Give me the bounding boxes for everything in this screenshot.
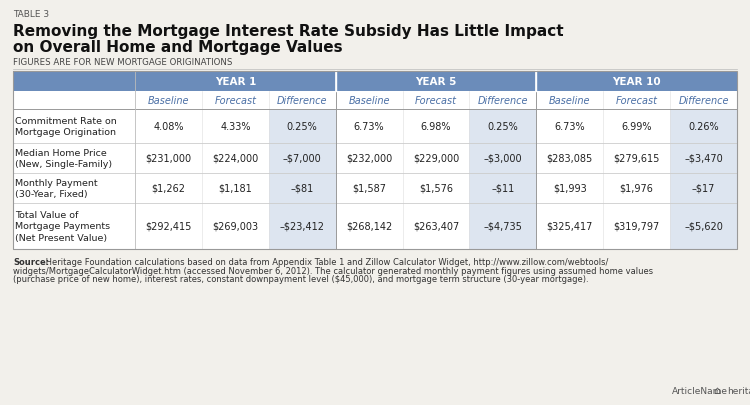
Text: –$3,000: –$3,000 <box>484 153 522 164</box>
Bar <box>670 144 737 174</box>
Text: $279,615: $279,615 <box>614 153 660 164</box>
Bar <box>13 72 737 249</box>
Text: –$7,000: –$7,000 <box>283 153 322 164</box>
Text: Median Home Price
(New, Single-Family): Median Home Price (New, Single-Family) <box>15 148 112 169</box>
Text: FIGURES ARE FOR NEW MORTGAGE ORIGINATIONS: FIGURES ARE FOR NEW MORTGAGE ORIGINATION… <box>13 58 232 67</box>
Text: heritage.org: heritage.org <box>727 386 750 395</box>
Text: –$81: –$81 <box>290 183 314 194</box>
Text: Forecast: Forecast <box>616 96 658 106</box>
Text: YEAR 10: YEAR 10 <box>612 77 661 87</box>
Text: $224,000: $224,000 <box>212 153 259 164</box>
Text: $325,417: $325,417 <box>547 222 593 231</box>
Text: $268,142: $268,142 <box>346 222 392 231</box>
Text: $229,000: $229,000 <box>413 153 459 164</box>
Bar <box>13 72 737 92</box>
Text: Commitment Rate on
Mortgage Origination: Commitment Rate on Mortgage Origination <box>15 116 117 137</box>
Text: Difference: Difference <box>678 96 729 106</box>
Text: $1,262: $1,262 <box>152 183 185 194</box>
Text: 4.08%: 4.08% <box>153 122 184 132</box>
Bar <box>470 203 536 249</box>
Bar <box>268 144 336 174</box>
Bar <box>670 174 737 203</box>
Text: (purchase price of new home), interest rates, constant downpayment level ($45,00: (purchase price of new home), interest r… <box>13 274 589 283</box>
Bar <box>13 72 737 249</box>
Text: Heritage Foundation calculations based on data from Appendix Table 1 and Zillow : Heritage Foundation calculations based o… <box>43 257 608 266</box>
Bar <box>13 92 737 110</box>
Text: YEAR 5: YEAR 5 <box>416 77 457 87</box>
Text: 0.26%: 0.26% <box>688 122 718 132</box>
Text: $1,576: $1,576 <box>419 183 453 194</box>
Text: $263,407: $263,407 <box>413 222 459 231</box>
Bar <box>268 110 336 144</box>
Text: 6.73%: 6.73% <box>354 122 385 132</box>
Bar <box>670 203 737 249</box>
Text: YEAR 1: YEAR 1 <box>214 77 256 87</box>
Text: widgets/MortgageCalculatorWidget.htm (accessed November 6, 2012). The calculator: widgets/MortgageCalculatorWidget.htm (ac… <box>13 266 653 275</box>
Text: –$5,620: –$5,620 <box>684 222 723 231</box>
Text: Baseline: Baseline <box>549 96 590 106</box>
Text: Forecast: Forecast <box>415 96 457 106</box>
Text: Baseline: Baseline <box>348 96 390 106</box>
Text: 6.73%: 6.73% <box>554 122 585 132</box>
Text: 0.25%: 0.25% <box>286 122 317 132</box>
Text: $1,993: $1,993 <box>553 183 586 194</box>
Text: –$17: –$17 <box>692 183 715 194</box>
Text: –$11: –$11 <box>491 183 514 194</box>
Text: Difference: Difference <box>277 96 328 106</box>
Text: Baseline: Baseline <box>148 96 189 106</box>
Text: $1,976: $1,976 <box>620 183 653 194</box>
Text: Source:: Source: <box>13 257 50 266</box>
Bar <box>268 174 336 203</box>
Text: $1,587: $1,587 <box>352 183 386 194</box>
Text: on Overall Home and Mortgage Values: on Overall Home and Mortgage Values <box>13 40 343 55</box>
Bar <box>268 203 336 249</box>
Text: ⌂: ⌂ <box>713 385 721 395</box>
Text: 6.98%: 6.98% <box>421 122 452 132</box>
Text: Total Value of
Mortgage Payments
(Net Present Value): Total Value of Mortgage Payments (Net Pr… <box>15 210 110 243</box>
Text: Difference: Difference <box>478 96 528 106</box>
Bar <box>470 174 536 203</box>
Text: –$3,470: –$3,470 <box>684 153 723 164</box>
Text: Monthly Payment
(30-Year, Fixed): Monthly Payment (30-Year, Fixed) <box>15 178 98 199</box>
Text: –$4,735: –$4,735 <box>484 222 522 231</box>
Text: $1,181: $1,181 <box>218 183 252 194</box>
Text: $231,000: $231,000 <box>146 153 191 164</box>
Text: ArticleName: ArticleName <box>672 386 728 395</box>
Text: 0.25%: 0.25% <box>488 122 518 132</box>
Text: $269,003: $269,003 <box>212 222 259 231</box>
Text: –$23,412: –$23,412 <box>280 222 325 231</box>
Text: 6.99%: 6.99% <box>622 122 652 132</box>
Bar <box>470 144 536 174</box>
Text: Removing the Mortgage Interest Rate Subsidy Has Little Impact: Removing the Mortgage Interest Rate Subs… <box>13 24 564 39</box>
Text: TABLE 3: TABLE 3 <box>13 10 50 19</box>
Text: $232,000: $232,000 <box>346 153 392 164</box>
Text: Forecast: Forecast <box>214 96 256 106</box>
Text: $292,415: $292,415 <box>146 222 192 231</box>
Bar <box>470 110 536 144</box>
Bar <box>670 110 737 144</box>
Text: 4.33%: 4.33% <box>220 122 251 132</box>
Text: $283,085: $283,085 <box>547 153 593 164</box>
Text: $319,797: $319,797 <box>614 222 660 231</box>
